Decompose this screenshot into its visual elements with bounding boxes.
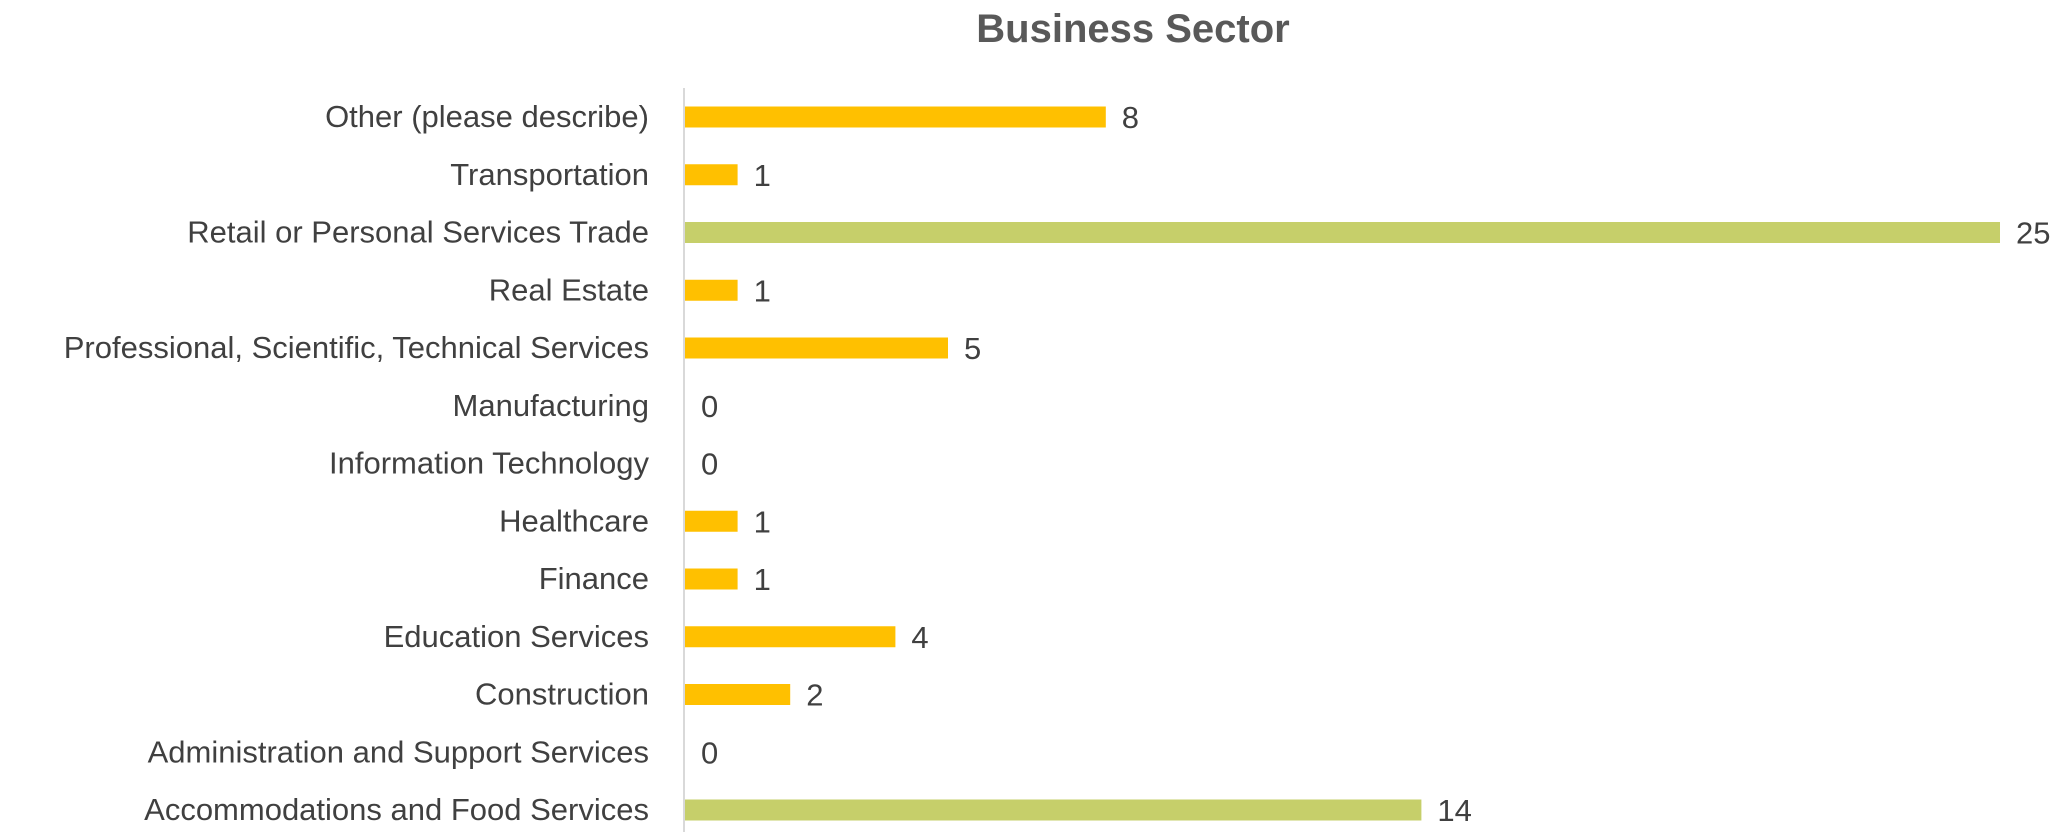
bar-finance [685,568,738,590]
bar-construction [685,684,791,705]
value-label-other-please-describe: 8 [1122,100,1139,135]
category-label-retail-or-personal-services-trade: Retail or Personal Services Trade [187,215,649,250]
category-label-information-technology: Information Technology [329,446,649,481]
chart-title: Business Sector [976,7,1289,51]
bar-real-estate [685,279,738,301]
category-label-professional-scientific-technical-services: Professional, Scientific, Technical Serv… [64,330,649,365]
value-label-retail-or-personal-services-trade: 25 [2016,216,2050,251]
bar-retail-or-personal-services-trade [685,222,2000,243]
value-label-finance: 1 [754,562,771,597]
category-label-administration-and-support-services: Administration and Support Services [148,734,649,769]
value-label-information-technology: 0 [701,447,718,482]
value-label-education-services: 4 [911,620,928,655]
value-label-healthcare: 1 [754,504,771,539]
value-label-manufacturing: 0 [701,389,718,424]
category-labels-group: Accommodations and Food Services Administ… [64,99,650,827]
value-label-administration-and-support-services: 0 [701,735,718,770]
category-label-transportation: Transportation [450,157,649,192]
value-label-real-estate: 1 [754,273,771,308]
category-label-finance: Finance [539,561,649,596]
value-labels-group: 14 0 2 4 1 1 0 0 5 1 25 1 8 [701,100,2050,828]
bar-accommodations-and-food-services [685,799,1422,821]
value-label-transportation: 1 [754,158,771,193]
bars-group [685,106,2000,821]
bar-transportation [685,164,738,186]
category-label-manufacturing: Manufacturing [453,388,649,423]
category-label-real-estate: Real Estate [489,272,649,307]
category-label-accommodations-and-food-services: Accommodations and Food Services [144,792,649,827]
category-label-other-please-describe: Other (please describe) [325,99,649,134]
bar-professional-scientific-technical-services [685,337,948,359]
bar-other-please-describe [685,106,1106,128]
value-label-professional-scientific-technical-services: 5 [964,331,981,366]
category-label-construction: Construction [475,677,649,712]
bar-education-services [685,626,896,648]
value-label-accommodations-and-food-services: 14 [1437,793,1471,828]
category-label-healthcare: Healthcare [499,503,649,538]
bar-healthcare [685,510,738,532]
category-label-education-services: Education Services [384,619,649,654]
value-label-construction: 2 [806,678,823,713]
